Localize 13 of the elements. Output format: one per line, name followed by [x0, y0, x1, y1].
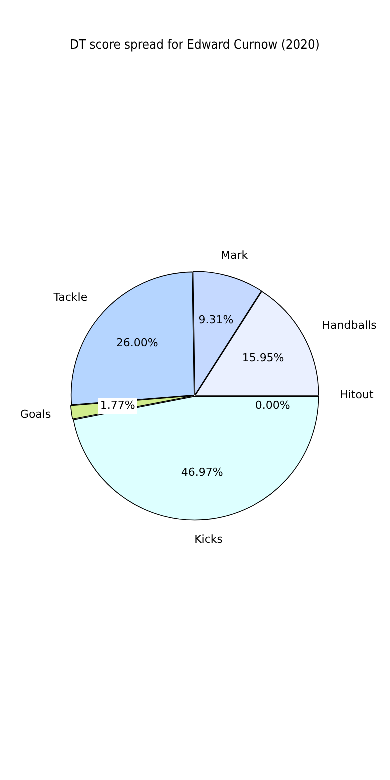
slice-label: Mark: [221, 249, 249, 262]
chart-title: DT score spread for Edward Curnow (2020): [70, 38, 320, 52]
slice-label: Kicks: [194, 533, 224, 546]
slice-label: Tackle: [52, 291, 88, 304]
slice-label: Handballs: [322, 318, 378, 332]
data-label: 1.77%: [100, 399, 136, 412]
data-label: 46.97%: [181, 466, 224, 480]
data-label: 15.95%: [242, 351, 284, 364]
text: 0.00%: [255, 399, 290, 412]
data-label: 9.31%: [198, 314, 234, 327]
data-label: 26.00%: [116, 336, 158, 350]
category-label: Hitout: [340, 388, 374, 402]
slice-label: Goals: [20, 408, 52, 422]
